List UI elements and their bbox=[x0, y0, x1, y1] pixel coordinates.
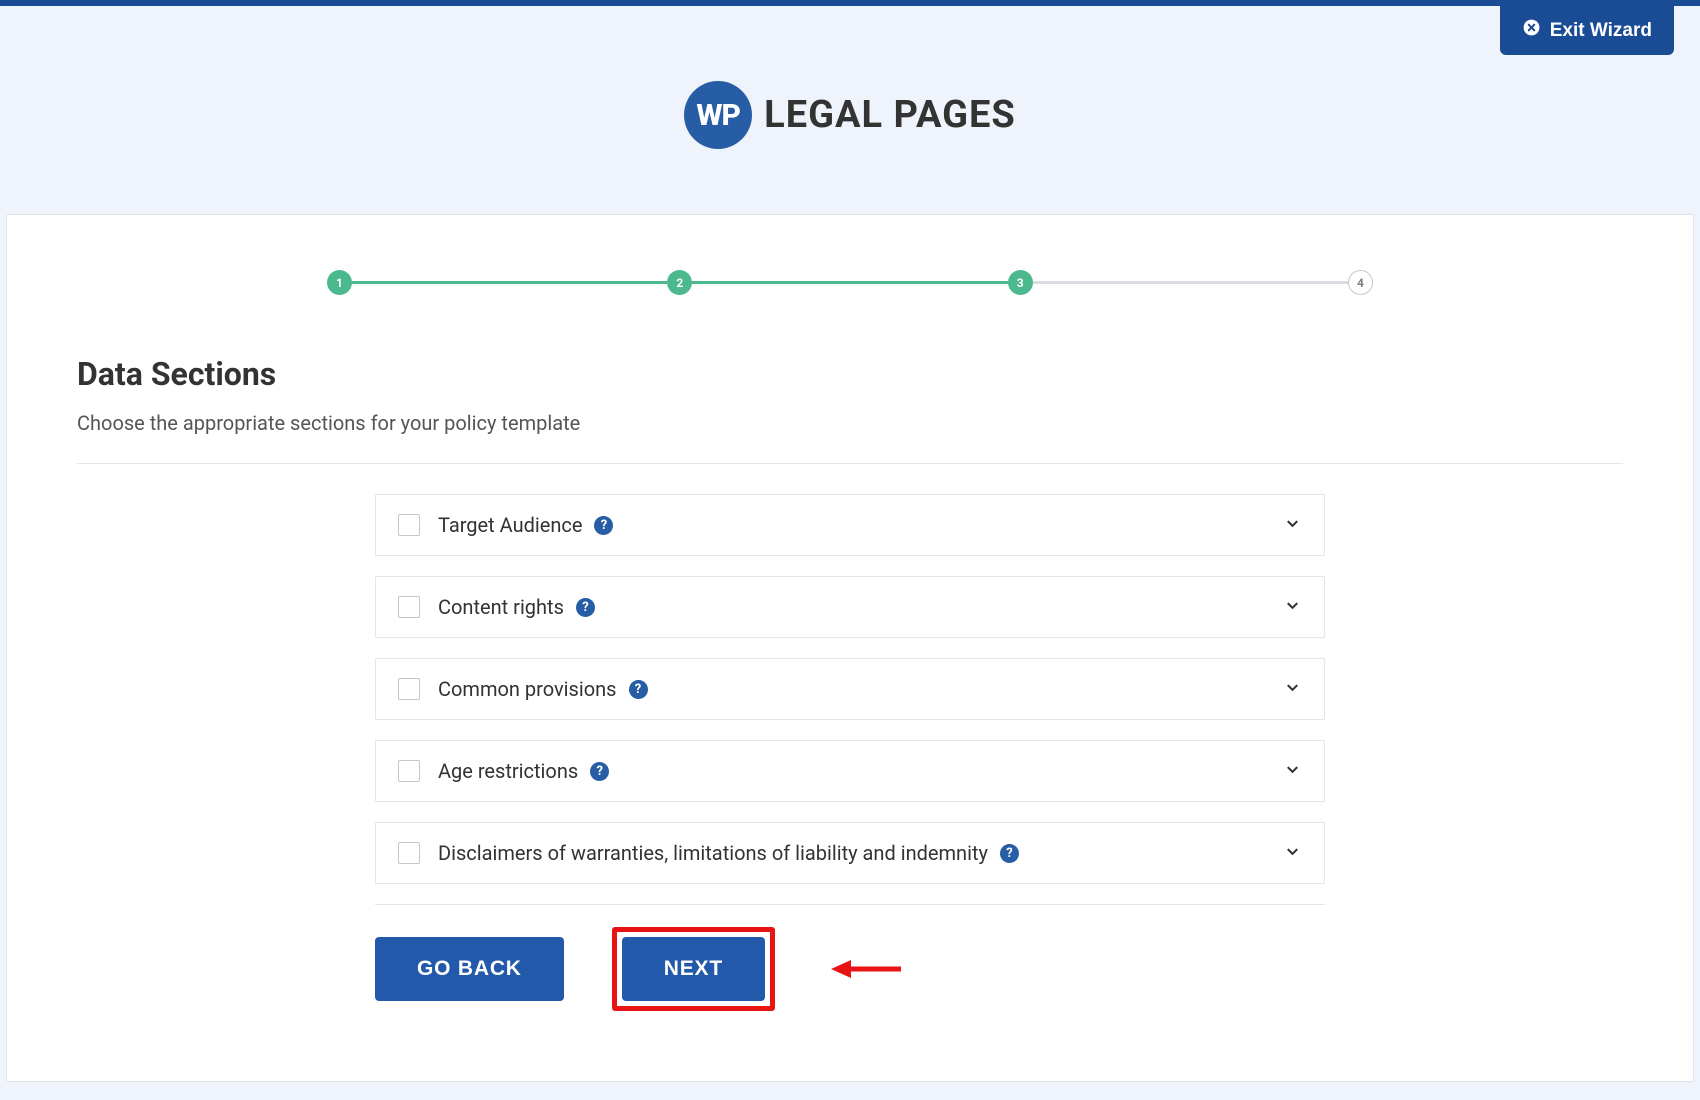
section-label: Target Audience bbox=[438, 513, 582, 537]
exit-wizard-label: Exit Wizard bbox=[1550, 20, 1652, 42]
section-content-rights[interactable]: Content rights ? bbox=[375, 576, 1325, 638]
section-label: Disclaimers of warranties, limitations o… bbox=[438, 841, 988, 865]
section-age-restrictions[interactable]: Age restrictions ? bbox=[375, 740, 1325, 802]
help-icon[interactable]: ? bbox=[590, 762, 609, 781]
wizard-panel: 1 2 3 4 Data Sections Choose the appropr… bbox=[6, 214, 1694, 1082]
annotation-arrow-icon bbox=[831, 958, 901, 980]
section-disclaimers[interactable]: Disclaimers of warranties, limitations o… bbox=[375, 822, 1325, 884]
step-line-3-4 bbox=[1033, 281, 1348, 284]
step-3: 3 bbox=[1008, 270, 1033, 295]
page-title: Data Sections bbox=[77, 355, 1623, 393]
logo: WP LEGAL PAGES bbox=[684, 81, 1016, 149]
help-icon[interactable]: ? bbox=[629, 680, 648, 699]
chevron-down-icon[interactable] bbox=[1283, 596, 1302, 619]
close-circle-icon bbox=[1522, 18, 1541, 43]
step-line-1-2 bbox=[352, 281, 667, 284]
checkbox[interactable] bbox=[398, 760, 420, 782]
chevron-down-icon[interactable] bbox=[1283, 842, 1302, 865]
checkbox[interactable] bbox=[398, 678, 420, 700]
checkbox[interactable] bbox=[398, 596, 420, 618]
section-label: Common provisions bbox=[438, 677, 617, 701]
step-line-2-3 bbox=[692, 281, 1007, 284]
section-target-audience[interactable]: Target Audience ? bbox=[375, 494, 1325, 556]
logo-badge: WP bbox=[684, 81, 752, 149]
help-icon[interactable]: ? bbox=[1000, 844, 1019, 863]
divider bbox=[77, 463, 1623, 464]
progress-stepper: 1 2 3 4 bbox=[77, 270, 1623, 355]
step-4: 4 bbox=[1348, 270, 1373, 295]
section-common-provisions[interactable]: Common provisions ? bbox=[375, 658, 1325, 720]
section-list: Target Audience ? Content rights ? Commo… bbox=[375, 494, 1325, 884]
help-icon[interactable]: ? bbox=[576, 598, 595, 617]
header: WP LEGAL PAGES bbox=[0, 6, 1700, 214]
step-1: 1 bbox=[327, 270, 352, 295]
button-row: GO BACK NEXT bbox=[375, 904, 1325, 1011]
chevron-down-icon[interactable] bbox=[1283, 760, 1302, 783]
checkbox[interactable] bbox=[398, 842, 420, 864]
section-label: Age restrictions bbox=[438, 759, 578, 783]
chevron-down-icon[interactable] bbox=[1283, 678, 1302, 701]
logo-text: LEGAL PAGES bbox=[764, 93, 1016, 137]
chevron-down-icon[interactable] bbox=[1283, 514, 1302, 537]
go-back-button[interactable]: GO BACK bbox=[375, 937, 564, 1001]
help-icon[interactable]: ? bbox=[594, 516, 613, 535]
page-subtitle: Choose the appropriate sections for your… bbox=[77, 411, 1623, 435]
next-button[interactable]: NEXT bbox=[622, 937, 765, 1001]
checkbox[interactable] bbox=[398, 514, 420, 536]
annotation-highlight: NEXT bbox=[612, 927, 775, 1011]
step-2: 2 bbox=[667, 270, 692, 295]
section-label: Content rights bbox=[438, 595, 564, 619]
exit-wizard-button[interactable]: Exit Wizard bbox=[1500, 6, 1674, 55]
